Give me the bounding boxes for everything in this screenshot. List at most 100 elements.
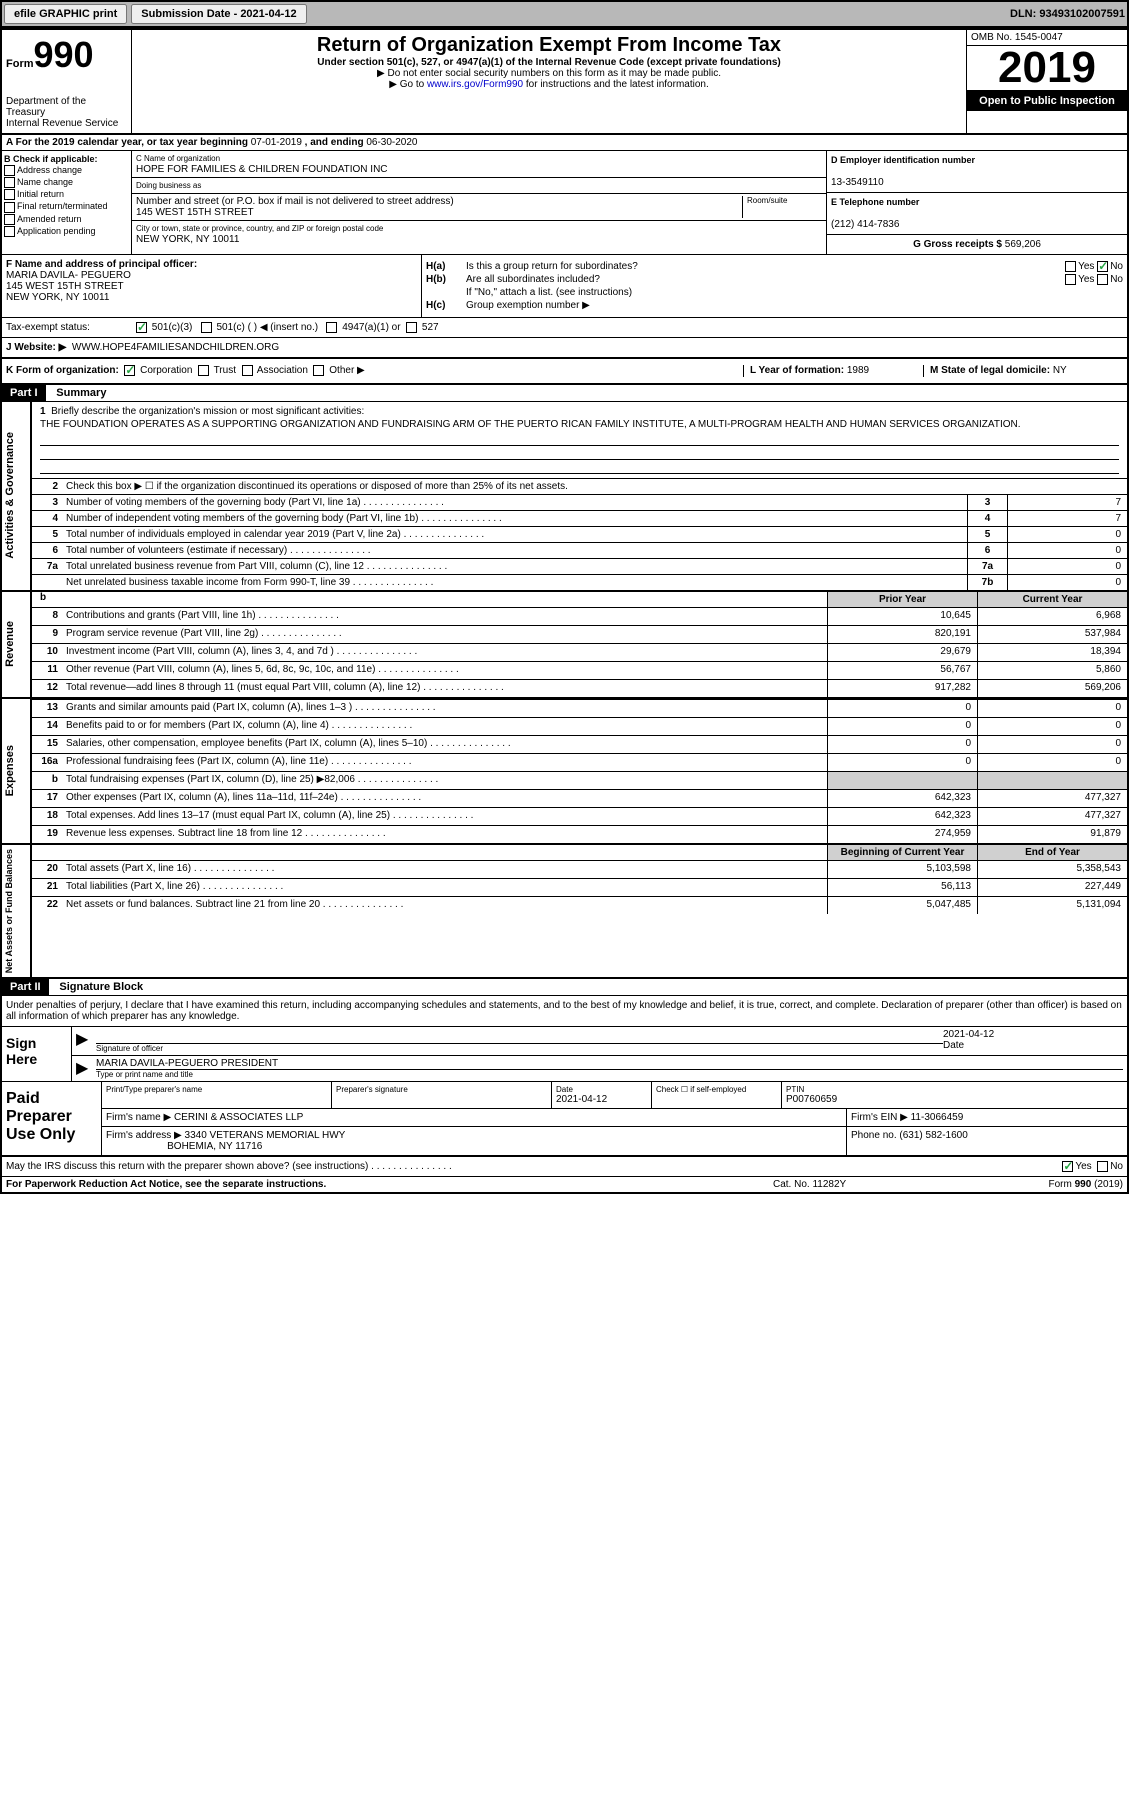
fin-prior: 0	[827, 700, 977, 717]
begin-year-header: Beginning of Current Year	[827, 845, 977, 860]
check-applicable-col: B Check if applicable: Address change Na…	[2, 151, 132, 254]
gross-box: G Gross receipts $ 569,206	[827, 235, 1127, 254]
501c3-check[interactable]	[136, 322, 147, 333]
revenue-section: Revenue b Prior Year Current Year 8 Cont…	[2, 592, 1127, 699]
org-name-box: C Name of organization HOPE FOR FAMILIES…	[132, 151, 826, 178]
netassets-label: Net Assets or Fund Balances	[2, 845, 16, 977]
fin-current: 227,449	[977, 879, 1127, 896]
checks-header: B Check if applicable:	[4, 154, 98, 164]
addr-label: Number and street (or P.O. box if mail i…	[136, 196, 454, 207]
header-right: OMB No. 1545-0047 2019 Open to Public In…	[967, 30, 1127, 133]
row-num: 3	[32, 495, 62, 510]
period-end: 06-30-2020	[366, 137, 417, 148]
fin-desc: Total assets (Part X, line 16)	[62, 861, 827, 878]
fin-num: 12	[32, 680, 62, 697]
fin-current: 5,131,094	[977, 897, 1127, 914]
data-row: 6 Total number of volunteers (estimate i…	[32, 542, 1127, 558]
fin-prior: 56,767	[827, 662, 977, 679]
name-change-check[interactable]	[4, 177, 15, 188]
discuss-no-check[interactable]	[1097, 1161, 1108, 1172]
fin-prior: 917,282	[827, 680, 977, 697]
row-box: 7a	[967, 559, 1007, 574]
paperwork-notice: For Paperwork Reduction Act Notice, see …	[6, 1179, 773, 1190]
fin-current: 477,327	[977, 808, 1127, 825]
assoc-check[interactable]	[242, 365, 253, 376]
fin-prior: 820,191	[827, 626, 977, 643]
fin-current: 0	[977, 736, 1127, 753]
hb-yes-check[interactable]	[1065, 274, 1076, 285]
fin-desc: Total revenue—add lines 8 through 11 (mu…	[62, 680, 827, 697]
phone-label: E Telephone number	[831, 197, 919, 207]
fin-desc: Professional fundraising fees (Part IX, …	[62, 754, 827, 771]
mission-text: THE FOUNDATION OPERATES AS A SUPPORTING …	[40, 417, 1119, 432]
row-desc: Total number of individuals employed in …	[62, 527, 967, 542]
fin-current: 18,394	[977, 644, 1127, 661]
discuss-no: No	[1110, 1161, 1123, 1172]
sign-date-label: Date	[943, 1040, 1123, 1051]
firm-name: CERINI & ASSOCIATES LLP	[174, 1112, 303, 1123]
netassets-section: Net Assets or Fund Balances Beginning of…	[2, 845, 1127, 979]
footer-row: For Paperwork Reduction Act Notice, see …	[2, 1177, 1127, 1192]
ein-value: 13-3549110	[831, 177, 884, 188]
irs-link[interactable]: www.irs.gov/Form990	[427, 79, 523, 90]
fin-num: 19	[32, 826, 62, 843]
addr-change-check[interactable]	[4, 165, 15, 176]
name-arrow-icon: ▶	[76, 1058, 96, 1079]
initial-return-check[interactable]	[4, 189, 15, 200]
initial-return-label: Initial return	[17, 189, 64, 199]
hb-label: H(b)	[426, 274, 466, 285]
final-return-label: Final return/terminated	[17, 201, 108, 211]
city-box: City or town, state or province, country…	[132, 221, 826, 247]
prior-year-header: Prior Year	[827, 592, 977, 607]
ha-no-check[interactable]	[1097, 261, 1108, 272]
final-return-check[interactable]	[4, 202, 15, 213]
efile-button[interactable]: efile GRAPHIC print	[4, 4, 127, 24]
fin-current: 477,327	[977, 790, 1127, 807]
addr-box: Number and street (or P.O. box if mail i…	[132, 194, 826, 221]
row-box: 4	[967, 511, 1007, 526]
form-number-box: Form990 Department of the Treasury Inter…	[2, 30, 132, 133]
fin-desc: Other revenue (Part VIII, column (A), li…	[62, 662, 827, 679]
part1-header: Part I	[2, 385, 46, 401]
form-word: Form	[6, 58, 34, 70]
preparer-name-label: Print/Type preparer's name	[106, 1085, 327, 1094]
q2-text: Check this box ▶ ☐ if the organization d…	[62, 479, 1127, 494]
fin-prior: 5,103,598	[827, 861, 977, 878]
fin-prior: 0	[827, 754, 977, 771]
fin-num: 9	[32, 626, 62, 643]
fin-row: b Total fundraising expenses (Part IX, c…	[32, 771, 1127, 789]
ha-yes-check[interactable]	[1065, 261, 1076, 272]
discuss-yes-check[interactable]	[1062, 1161, 1073, 1172]
fin-row: 14 Benefits paid to or for members (Part…	[32, 717, 1127, 735]
fin-prior: 0	[827, 736, 977, 753]
form-container: Form990 Department of the Treasury Inter…	[0, 28, 1129, 1194]
mission-block: 1 Briefly describe the organization's mi…	[32, 402, 1127, 478]
row-val: 7	[1007, 495, 1127, 510]
ha-text: Is this a group return for subordinates?	[466, 261, 1065, 272]
trust-check[interactable]	[198, 365, 209, 376]
officer-label: F Name and address of principal officer:	[6, 259, 197, 270]
fin-row: 20 Total assets (Part X, line 16) 5,103,…	[32, 860, 1127, 878]
amended-check[interactable]	[4, 214, 15, 225]
fin-num: 18	[32, 808, 62, 825]
h-section: H(a) Is this a group return for subordin…	[422, 255, 1127, 317]
sign-here-label: Sign Here	[2, 1027, 72, 1081]
pending-check[interactable]	[4, 226, 15, 237]
501c-check[interactable]	[201, 322, 212, 333]
row-val: 0	[1007, 543, 1127, 558]
fin-num: 13	[32, 700, 62, 717]
firm-phone: (631) 582-1600	[899, 1130, 967, 1141]
submission-button[interactable]: Submission Date - 2021-04-12	[131, 4, 306, 24]
527-check[interactable]	[406, 322, 417, 333]
fin-row: 9 Program service revenue (Part VIII, li…	[32, 625, 1127, 643]
self-emp-label: Check ☐ if self-employed	[656, 1085, 777, 1094]
corp-check[interactable]	[124, 365, 135, 376]
section-b: B Check if applicable: Address change Na…	[2, 151, 1127, 255]
other-check[interactable]	[313, 365, 324, 376]
part2-header: Part II	[2, 979, 49, 995]
hb-no-check[interactable]	[1097, 274, 1108, 285]
data-row: Net unrelated business taxable income fr…	[32, 574, 1127, 590]
goto-pre: ▶ Go to	[389, 79, 427, 90]
org-name: HOPE FOR FAMILIES & CHILDREN FOUNDATION …	[136, 164, 388, 175]
4947-check[interactable]	[326, 322, 337, 333]
